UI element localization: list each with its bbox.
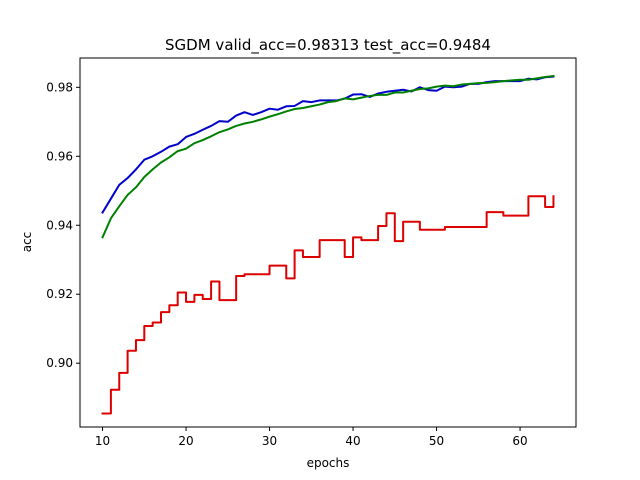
plot-frame	[79, 57, 577, 428]
series-line-3	[101, 195, 555, 415]
x-axis: 10 20 30 40 50 60	[95, 427, 528, 448]
chart-title: SGDM valid_acc=0.98313 test_acc=0.9484	[165, 36, 491, 55]
series-line-2	[101, 74, 555, 239]
x-tick-label: 40	[345, 434, 360, 448]
y-axis: 0.90 0.92 0.94 0.96 0.98	[46, 80, 80, 370]
x-tick-label: 60	[512, 434, 527, 448]
series-line-1	[101, 75, 555, 214]
y-axis-label: acc	[20, 232, 34, 253]
y-tick-label: 0.92	[46, 287, 73, 301]
y-tick-label: 0.90	[46, 356, 73, 370]
x-tick-label: 10	[95, 434, 110, 448]
x-tick-label: 50	[429, 434, 444, 448]
x-tick-label: 20	[178, 434, 193, 448]
y-tick-label: 0.94	[46, 218, 73, 232]
series-layer	[101, 74, 555, 415]
x-axis-label: epochs	[307, 456, 350, 470]
x-tick-label: 30	[262, 434, 277, 448]
y-tick-label: 0.96	[46, 149, 73, 163]
y-tick-label: 0.98	[46, 80, 73, 94]
